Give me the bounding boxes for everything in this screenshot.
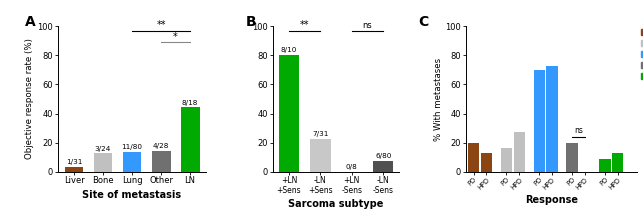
Bar bbox=[547, 66, 557, 172]
Text: 8/18: 8/18 bbox=[182, 100, 198, 106]
Bar bbox=[566, 143, 577, 172]
Text: 6/80: 6/80 bbox=[375, 152, 392, 159]
Text: 3/24: 3/24 bbox=[95, 146, 111, 152]
Text: 1/31: 1/31 bbox=[66, 160, 82, 165]
Text: 8/10: 8/10 bbox=[281, 47, 297, 53]
X-axis label: Response: Response bbox=[525, 195, 578, 205]
X-axis label: Site of metastasis: Site of metastasis bbox=[82, 190, 181, 200]
Text: 4/28: 4/28 bbox=[153, 143, 169, 149]
Bar bbox=[181, 107, 199, 172]
Y-axis label: % With metastases: % With metastases bbox=[433, 57, 442, 141]
Text: *: * bbox=[173, 32, 178, 42]
Bar bbox=[152, 151, 170, 172]
Text: **: ** bbox=[300, 20, 309, 30]
Bar bbox=[373, 161, 394, 172]
Bar bbox=[612, 153, 623, 172]
Text: ns: ns bbox=[363, 21, 372, 30]
Y-axis label: Objective response rate (%): Objective response rate (%) bbox=[26, 38, 35, 160]
Text: A: A bbox=[25, 15, 36, 29]
Bar bbox=[501, 148, 512, 172]
Bar bbox=[64, 167, 84, 172]
Text: ns: ns bbox=[574, 126, 583, 135]
Bar bbox=[481, 153, 492, 172]
Bar bbox=[468, 143, 479, 172]
Bar bbox=[123, 152, 141, 172]
Bar bbox=[599, 159, 611, 172]
Text: 11/80: 11/80 bbox=[122, 144, 143, 150]
Text: **: ** bbox=[156, 20, 166, 30]
Bar bbox=[514, 132, 525, 172]
Text: 7/31: 7/31 bbox=[312, 131, 329, 137]
Bar bbox=[310, 139, 331, 172]
Bar bbox=[534, 70, 545, 172]
Bar bbox=[94, 154, 113, 172]
Legend: Liver, Bone, Lung, Other, LN: Liver, Bone, Lung, Other, LN bbox=[640, 28, 643, 81]
Bar bbox=[279, 55, 299, 172]
Text: 0/8: 0/8 bbox=[346, 164, 358, 170]
Text: C: C bbox=[418, 15, 428, 29]
X-axis label: Sarcoma subtype: Sarcoma subtype bbox=[289, 199, 384, 209]
Text: B: B bbox=[245, 15, 256, 29]
